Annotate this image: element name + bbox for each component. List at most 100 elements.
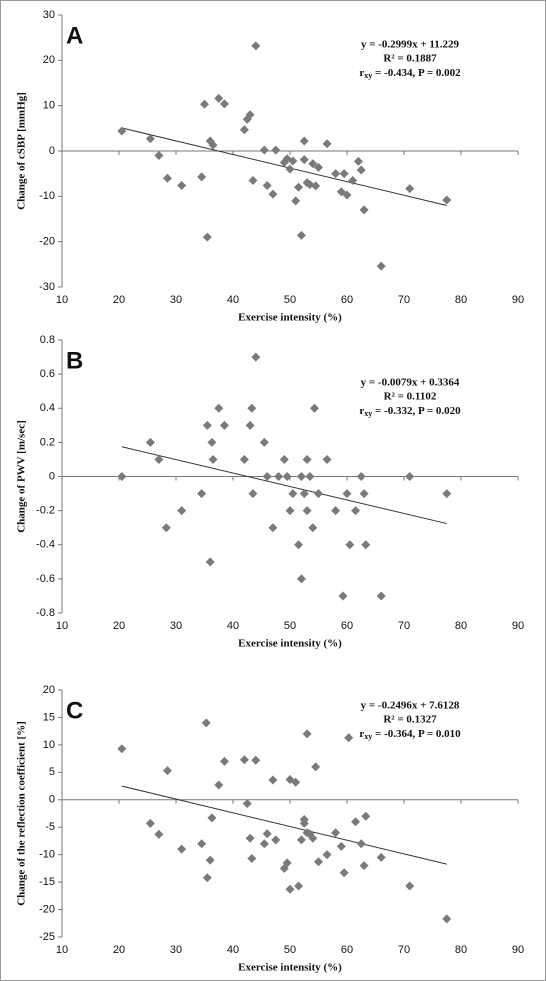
- point: [197, 172, 207, 182]
- point: [214, 780, 224, 790]
- point: [271, 145, 281, 155]
- stat-text: = -0.332, P = 0.020: [372, 405, 461, 417]
- y-tick-label: -25: [39, 931, 55, 943]
- y-tick-label: -0.4: [36, 539, 55, 551]
- x-tick-label: 50: [284, 620, 296, 632]
- point: [259, 145, 269, 155]
- y-tick-label: 0.8: [40, 334, 55, 346]
- panel-label: B: [66, 347, 83, 374]
- point: [356, 165, 366, 175]
- point: [338, 591, 348, 601]
- point: [311, 181, 321, 191]
- x-tick-label: 60: [341, 620, 353, 632]
- stat-symbol: r: [359, 728, 364, 740]
- r-squared: R² = 0.1102: [384, 391, 437, 403]
- point: [361, 540, 371, 550]
- point: [145, 818, 155, 828]
- point: [214, 403, 224, 413]
- point: [200, 99, 209, 109]
- point: [259, 839, 269, 849]
- point: [205, 557, 215, 567]
- point: [314, 857, 323, 867]
- point: [331, 506, 341, 516]
- point: [197, 489, 207, 499]
- point: [322, 139, 332, 149]
- y-tick-label: 10: [43, 100, 55, 112]
- y-tick-label: 30: [43, 9, 55, 21]
- point: [296, 230, 306, 240]
- y-tick-label: -10: [39, 849, 55, 861]
- point: [405, 881, 415, 891]
- point: [296, 472, 306, 481]
- trend-line: [121, 446, 447, 525]
- point: [376, 591, 386, 601]
- point: [322, 850, 332, 860]
- trend-line: [121, 785, 447, 865]
- x-tick-label: 30: [170, 620, 182, 632]
- point: [285, 164, 295, 174]
- equation: y = -0.2999x + 11.229: [361, 39, 460, 51]
- point: [245, 420, 255, 430]
- point: [268, 775, 278, 785]
- point: [311, 762, 321, 772]
- point: [442, 914, 452, 924]
- x-tick-label: 20: [113, 944, 125, 956]
- y-tick-label: -20: [39, 236, 55, 248]
- point: [268, 189, 278, 199]
- point: [202, 420, 212, 430]
- point: [291, 777, 301, 787]
- y-tick-label: -30: [39, 281, 55, 293]
- x-tick-label: 90: [512, 620, 524, 632]
- point: [248, 489, 258, 499]
- point: [247, 403, 257, 413]
- point: [202, 873, 212, 883]
- y-tick-label: 0.6: [40, 368, 55, 380]
- point: [294, 182, 304, 192]
- equation: y = -0.0079x + 0.3364: [361, 377, 460, 389]
- point: [262, 472, 272, 481]
- point: [314, 489, 323, 499]
- point: [154, 151, 164, 161]
- y-tick-label: -5: [45, 821, 55, 833]
- point: [242, 799, 252, 809]
- x-tick-label: 90: [512, 294, 524, 306]
- y-tick-label: -15: [39, 876, 55, 888]
- point: [442, 195, 452, 205]
- y-tick-label: 0: [49, 145, 55, 157]
- point: [405, 472, 415, 481]
- point: [162, 766, 172, 776]
- point: [302, 506, 312, 516]
- point: [282, 858, 292, 868]
- point: [197, 839, 207, 849]
- point: [262, 829, 272, 839]
- x-tick-label: 70: [398, 620, 410, 632]
- x-tick-label: 10: [56, 620, 68, 632]
- point: [296, 574, 306, 584]
- point: [268, 523, 278, 533]
- point: [117, 744, 127, 754]
- point: [285, 506, 295, 516]
- point: [205, 855, 215, 865]
- y-tick-label: 5: [49, 766, 55, 778]
- x-tick-label: 10: [56, 944, 68, 956]
- point: [356, 472, 366, 481]
- point: [177, 180, 187, 190]
- point: [279, 454, 289, 464]
- point: [259, 437, 269, 447]
- point: [245, 833, 255, 843]
- r-squared: R² = 0.1327: [383, 714, 437, 726]
- stat-subscript: xy: [364, 409, 372, 418]
- x-axis-title: Exercise intensity (%): [238, 962, 342, 974]
- stat-line: rxy = -0.332, P = 0.020: [359, 405, 461, 418]
- stat-line: rxy = -0.364, P = 0.010: [359, 728, 461, 741]
- point: [262, 180, 272, 190]
- point: [154, 829, 164, 839]
- stat-symbol: r: [359, 405, 364, 417]
- y-axis-title: Change of cSBP [mmHg]: [16, 92, 28, 210]
- point: [162, 173, 172, 183]
- x-tick-label: 50: [284, 944, 296, 956]
- y-tick-label: 0.4: [40, 402, 55, 414]
- point: [299, 136, 309, 146]
- y-tick-label: 0.2: [40, 436, 55, 448]
